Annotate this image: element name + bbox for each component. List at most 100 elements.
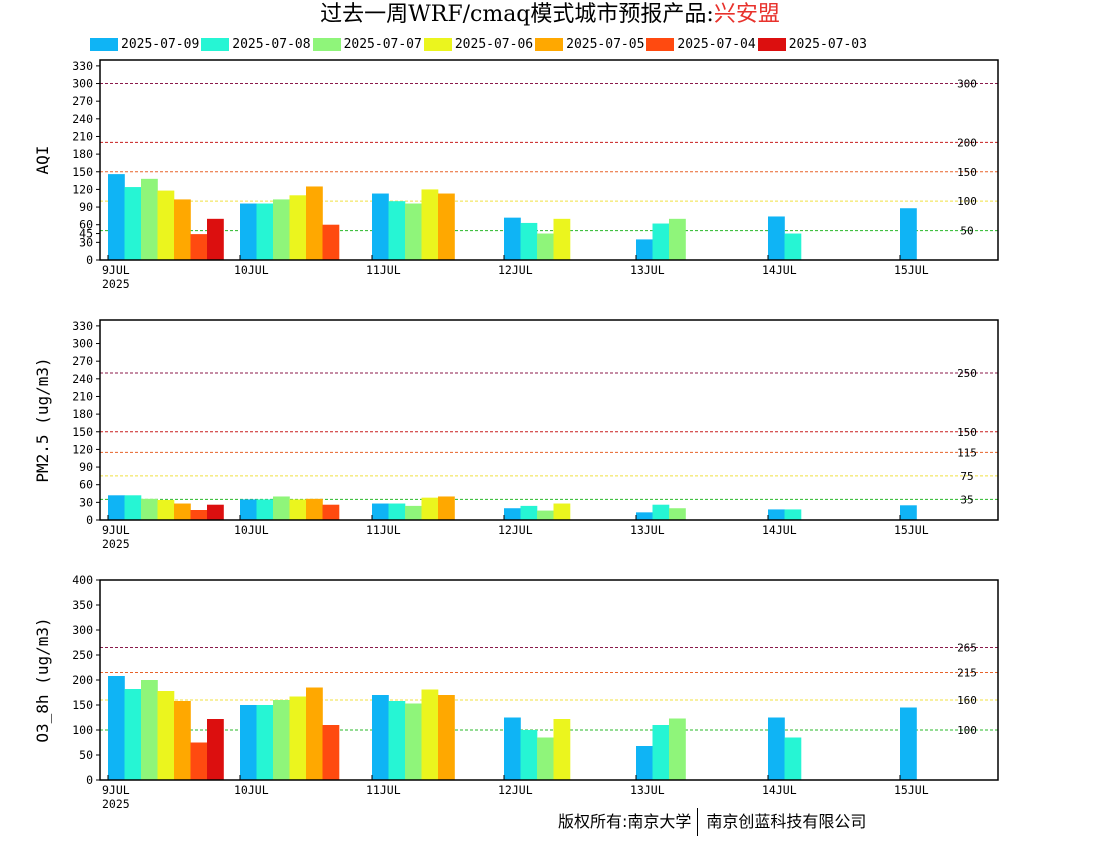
bar [537,737,554,780]
bar [372,193,389,260]
y-tick-label: 150 [72,425,93,439]
legend-label: 2025-07-05 [566,36,645,52]
bar [273,700,290,780]
x-year-label: 2025 [102,797,130,811]
x-year-label: 2025 [102,277,130,291]
legend-swatch [757,37,786,51]
y-axis-label: PM2.5 (ug/m3) [33,357,52,482]
y-tick-label: 120 [72,442,93,456]
y-tick-label: 60 [79,478,93,492]
plot-frame [99,319,999,521]
bar [108,174,125,260]
bar [273,496,290,520]
bar [157,500,175,520]
bar [652,725,670,780]
y-tick-label: 200 [72,673,93,687]
bar [405,203,422,260]
y-tick-label: 90 [79,200,93,214]
threshold-label: 150 [957,166,977,179]
y-tick-label: 30 [79,235,93,249]
bar [504,217,521,260]
bar [652,504,670,520]
x-tick-label: 14JUL [762,783,797,797]
threshold-label: 115 [957,446,977,459]
legend-label: 2025-07-08 [232,36,311,52]
legend: 2025-07-09 2025-07-08 2025-07-07 2025-07-06… [90,35,869,53]
y-tick-label: 330 [72,319,93,333]
bar [256,499,274,520]
bar [190,742,208,780]
bar [784,737,802,780]
bar [438,496,455,520]
y-tick-label: 240 [72,372,93,386]
y-tick-label: 210 [72,129,93,143]
y-tick-label: 150 [72,698,93,712]
x-tick-label: 11JUL [366,523,401,537]
copyright: 版权所有:南京大学 南京创蓝科技有限公司 [558,808,866,836]
legend-label: 2025-07-03 [788,36,867,52]
legend-item: 2025-07-08 [201,36,311,52]
legend-swatch [646,37,675,51]
legend-item: 2025-07-07 [312,36,422,52]
bar [388,201,406,260]
bar [207,719,224,780]
bar [421,497,439,520]
legend-item: 2025-07-05 [535,37,644,52]
bar [636,512,653,520]
x-tick-label: 15JUL [894,263,929,277]
y-tick-label: 90 [79,460,93,474]
legend-label: 2025-07-07 [343,36,422,52]
bar [900,505,917,520]
x-tick-label: 14JUL [762,523,797,537]
y-tick-label: 270 [72,354,93,368]
y-tick-label: 120 [72,182,93,196]
x-tick-label: 15JUL [894,523,929,537]
x-tick-label: 13JUL [630,523,665,537]
threshold-label: 160 [957,694,977,707]
bar [306,498,323,520]
legend-label: 2025-07-06 [454,36,534,52]
bar [207,218,224,260]
title-city-name: 兴安盟 [713,2,780,27]
bar [124,495,142,520]
y-axis-label: AQI [33,146,52,175]
y-tick-label: 240 [72,112,93,126]
bar [372,503,389,520]
bar [289,195,307,260]
y-tick-label: 150 [72,165,93,179]
bar [289,696,307,780]
x-year-label: 2025 [102,537,130,551]
copyright-left: 版权所有:南京大学 [558,812,692,831]
bar [504,717,521,780]
bar [322,725,340,780]
x-tick-label: 10JUL [234,523,269,537]
x-tick-label: 12JUL [498,783,533,797]
threshold-label: 265 [957,642,977,655]
copyright-separator [697,808,699,836]
bar [322,504,340,520]
bar [768,216,785,260]
legend-item: 2025-07-09 [90,37,199,52]
bar [553,218,571,260]
y-tick-label: 300 [72,77,93,91]
bar [306,687,323,780]
bar [372,695,389,780]
bar [438,193,455,260]
bar [256,705,274,780]
bar [636,239,653,260]
bar [388,503,406,520]
bar [421,689,439,780]
bar [124,187,142,260]
plot-frame [99,59,999,261]
bar [405,505,422,520]
threshold-label: 300 [957,78,977,91]
bar [537,233,554,260]
bar [240,499,257,520]
y-tick-label: 30 [79,495,93,509]
threshold-label: 50 [960,225,973,238]
y-tick-label: 350 [72,598,93,612]
bar [405,703,422,780]
legend-item: 2025-07-03 [757,36,867,52]
bar [520,222,538,260]
